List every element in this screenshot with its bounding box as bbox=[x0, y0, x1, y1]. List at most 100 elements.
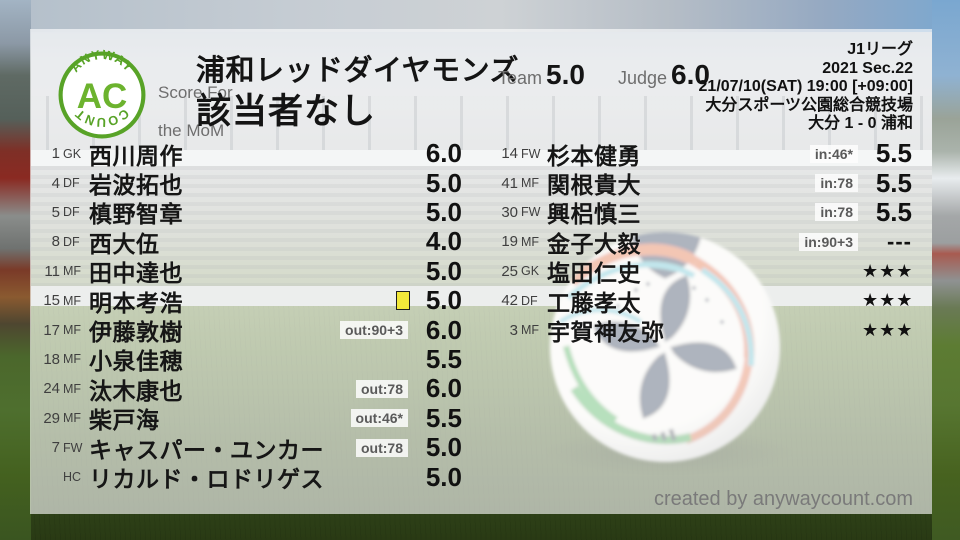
position-label: MF bbox=[63, 352, 82, 367]
player-row: 1 GK 西川周作 6.0 bbox=[34, 138, 462, 169]
judge-score-value: 6.0 bbox=[671, 59, 710, 90]
position-label: MF bbox=[63, 381, 82, 396]
team-score-label: Team bbox=[498, 68, 543, 88]
shirt-number: 30 bbox=[501, 203, 518, 221]
player-name: 宇賀神友弥 bbox=[547, 319, 665, 346]
logo-monogram: AC bbox=[77, 77, 127, 116]
player-rating: ★★★ bbox=[862, 260, 914, 281]
position-label: DF bbox=[63, 234, 80, 249]
shirt-number: 14 bbox=[501, 145, 518, 163]
judge-score-label: Judge bbox=[618, 68, 668, 88]
player-name: 塩田仁史 bbox=[547, 260, 641, 287]
subs-list: 14 FW 杉本健勇 in:46* 5.5 41 MF 関根貴大 in:78 5… bbox=[492, 138, 914, 346]
photo-left-edge bbox=[0, 0, 31, 540]
sky-band bbox=[0, 0, 960, 32]
rating-panel: AC ANYWAY COUNT Score For 浦和レッドダイヤモンズ th… bbox=[30, 29, 932, 514]
player-rating: 6.0 bbox=[425, 314, 462, 345]
player-row: 24 MF 汰木康也 out:78 6.0 bbox=[34, 373, 462, 404]
player-rating: 5.0 bbox=[425, 167, 462, 198]
player-rating: 5.0 bbox=[425, 432, 462, 463]
player-row: 4 DF 岩波拓也 5.0 bbox=[34, 167, 462, 199]
position-label: DF bbox=[63, 176, 80, 191]
position-label: FW bbox=[63, 440, 83, 455]
player-row: HC リカルド・ロドリゲス 5.0 bbox=[34, 461, 462, 493]
league-name: J1リーグ bbox=[847, 41, 913, 58]
player-row: 15 MF 明本考浩 5.0 bbox=[34, 285, 462, 316]
shirt-number: 29 bbox=[43, 409, 60, 427]
player-name: 槙野智章 bbox=[89, 201, 183, 228]
shirt-number: 19 bbox=[501, 233, 518, 251]
position-label: HC bbox=[63, 469, 82, 484]
match-info: J1リーグ 2021 Sec.22 21/07/10(SAT) 19:00 [+… bbox=[699, 41, 913, 134]
player-name: 汰木康也 bbox=[89, 377, 183, 404]
mom-value: 該当者なし bbox=[196, 92, 377, 131]
player-name: 小泉佳穂 bbox=[89, 348, 183, 375]
player-rating: 6.0 bbox=[425, 373, 462, 404]
judge-score-group: Judge 6.0 bbox=[618, 59, 710, 91]
venue-name: 大分スポーツ公園総合競技場 bbox=[705, 96, 913, 114]
yellow-card-icon bbox=[396, 291, 410, 311]
player-row: 29 MF 柴戸海 out:46* 5.5 bbox=[34, 402, 462, 434]
player-rating: 5.5 bbox=[875, 196, 912, 227]
kickoff-datetime: 21/07/10(SAT) 19:00 [+09:00] bbox=[698, 78, 913, 95]
player-rating: 6.0 bbox=[425, 138, 462, 169]
player-rating: 5.0 bbox=[425, 461, 462, 492]
substitution-badge: in:90+3 bbox=[799, 232, 858, 251]
player-name: 西川周作 bbox=[89, 142, 183, 169]
shirt-number: 1 bbox=[51, 145, 60, 163]
shirt-number: 41 bbox=[501, 174, 518, 192]
position-label: MF bbox=[521, 323, 540, 338]
player-row: 7 FW キャスパー・ユンカー out:78 5.0 bbox=[34, 432, 462, 463]
position-label: FW bbox=[521, 146, 541, 161]
position-label: FW bbox=[521, 205, 541, 220]
player-rating: 5.0 bbox=[425, 285, 462, 316]
shirt-number: 17 bbox=[43, 321, 60, 339]
player-name: 西大伍 bbox=[89, 230, 160, 257]
player-row: 18 MF 小泉佳穂 5.5 bbox=[34, 343, 462, 375]
substitution-badge: in:78 bbox=[815, 174, 858, 193]
shirt-number: 8 bbox=[51, 233, 60, 251]
position-label: MF bbox=[63, 264, 82, 279]
shirt-number: 24 bbox=[43, 380, 60, 398]
player-row: 5 DF 槙野智章 5.0 bbox=[34, 196, 462, 228]
player-rating: 5.5 bbox=[425, 402, 462, 433]
mom-label: the MoM bbox=[158, 121, 225, 140]
player-row: 17 MF 伊藤敦樹 out:90+3 6.0 bbox=[34, 314, 462, 346]
team-score-group: Team 5.0 bbox=[498, 59, 585, 91]
photo-right-edge bbox=[932, 0, 960, 540]
player-row: 11 MF 田中達也 5.0 bbox=[34, 255, 462, 287]
player-rating: 4.0 bbox=[425, 226, 462, 257]
player-name: 伊藤敦樹 bbox=[89, 319, 183, 346]
position-label: MF bbox=[63, 411, 82, 426]
season-round: 2021 Sec.22 bbox=[822, 59, 913, 77]
player-row: 19 MF 金子大毅 in:90+3 --- bbox=[492, 227, 912, 257]
player-name: 関根貴大 bbox=[547, 172, 641, 199]
player-rating: 5.0 bbox=[425, 196, 462, 227]
player-rating: 5.5 bbox=[425, 343, 462, 374]
player-name: 興梠慎三 bbox=[547, 201, 641, 228]
player-rating: --- bbox=[887, 228, 912, 254]
shirt-number: 18 bbox=[43, 350, 60, 368]
shirt-number: 4 bbox=[51, 174, 60, 192]
shirt-number: 42 bbox=[501, 292, 518, 310]
shirt-number: 7 bbox=[51, 439, 60, 457]
player-rating: ★★★ bbox=[862, 290, 914, 311]
player-name: 杉本健勇 bbox=[547, 142, 641, 169]
player-name: リカルド・ロドリゲス bbox=[89, 466, 324, 492]
position-label: MF bbox=[63, 293, 82, 308]
shirt-number: 3 bbox=[509, 321, 518, 339]
shirt-number: 11 bbox=[44, 262, 60, 280]
substitution-badge: out:78 bbox=[356, 379, 408, 398]
player-name: 工藤孝太 bbox=[547, 289, 641, 316]
player-name: 岩波拓也 bbox=[89, 172, 183, 199]
player-rating: 5.5 bbox=[875, 167, 912, 198]
substitution-badge: in:78 bbox=[815, 203, 858, 222]
player-name: 明本考浩 bbox=[89, 289, 183, 316]
substitution-badge: out:46* bbox=[350, 409, 408, 428]
player-rating: 5.0 bbox=[425, 255, 462, 286]
position-label: MF bbox=[63, 323, 82, 338]
position-label: MF bbox=[521, 234, 540, 249]
credit-text: created by anywaycount.com bbox=[653, 488, 913, 510]
shirt-number: 25 bbox=[501, 262, 518, 280]
player-row: 41 MF 関根貴大 in:78 5.5 bbox=[492, 167, 912, 199]
